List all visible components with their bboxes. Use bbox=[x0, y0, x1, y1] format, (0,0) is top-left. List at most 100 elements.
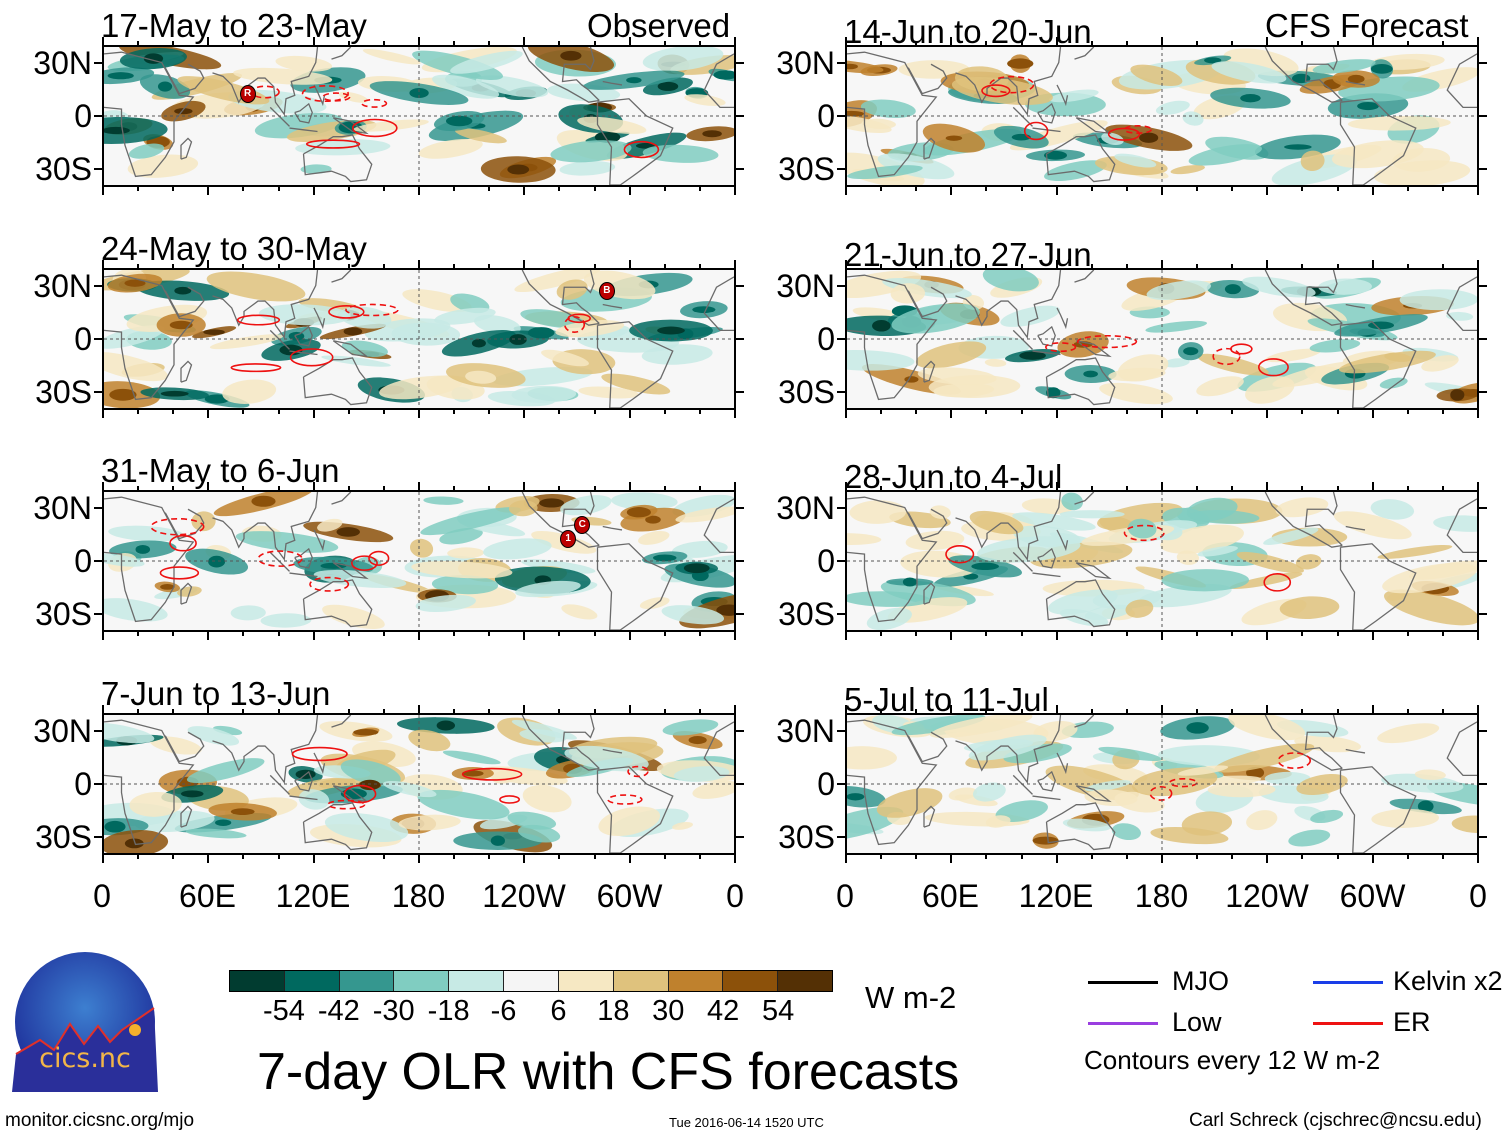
lon-tick bbox=[312, 705, 315, 713]
olr-anomaly-blob bbox=[275, 55, 333, 72]
coastline bbox=[304, 803, 372, 850]
lat-label: 30S bbox=[778, 151, 835, 188]
lat-tick bbox=[94, 613, 102, 616]
olr-anomaly-blob bbox=[1125, 599, 1154, 618]
olr-anomaly-blob bbox=[541, 349, 589, 367]
lon-tick bbox=[880, 632, 883, 636]
olr-anomaly-blob bbox=[507, 811, 557, 830]
coastline bbox=[1013, 775, 1032, 794]
lon-tick bbox=[628, 632, 631, 640]
lon-tick bbox=[137, 486, 140, 490]
lon-tick bbox=[1301, 41, 1304, 45]
lon-tick bbox=[1020, 486, 1023, 490]
olr-anomaly-blob bbox=[473, 314, 521, 335]
olr-anomaly-blob bbox=[561, 604, 598, 620]
lon-tick bbox=[242, 187, 245, 191]
olr-anomaly-blob bbox=[1145, 320, 1208, 333]
olr-anomaly-blob bbox=[383, 780, 437, 798]
panel-title: 5-Jul to 11-Jul bbox=[844, 681, 1049, 718]
lon-tick bbox=[1020, 709, 1023, 713]
lon-tick bbox=[734, 482, 736, 490]
olr-anomaly-blob bbox=[1300, 150, 1325, 172]
lon-tick bbox=[1020, 632, 1023, 636]
coastline bbox=[908, 732, 947, 761]
lat-label: 30N bbox=[33, 489, 92, 526]
lat-tick bbox=[1479, 783, 1487, 785]
olr-anomaly-blob bbox=[890, 283, 926, 304]
lon-tick bbox=[1406, 264, 1409, 268]
olr-anomaly-core bbox=[215, 819, 232, 826]
olr-anomaly-blob bbox=[398, 814, 461, 831]
olr-anomaly-blob bbox=[450, 50, 523, 74]
lat-tick bbox=[837, 506, 845, 509]
lon-tick bbox=[734, 855, 736, 863]
lon-tick bbox=[523, 482, 526, 490]
contour-interval-note: Contours every 12 W m-2 bbox=[1084, 1045, 1381, 1075]
colorbar-swatch bbox=[504, 971, 559, 991]
er-contour bbox=[1025, 123, 1048, 140]
olr-anomaly-blob bbox=[641, 344, 713, 365]
olr-anomaly-blob bbox=[601, 373, 671, 395]
olr-anomaly-blob bbox=[1312, 59, 1376, 74]
coastline bbox=[956, 270, 1061, 337]
coastline bbox=[314, 85, 325, 104]
lon-tick bbox=[382, 486, 385, 490]
lon-tick bbox=[593, 855, 596, 859]
lat-label: 30N bbox=[33, 44, 92, 81]
olr-anomaly-blob bbox=[972, 782, 1006, 802]
lat-tick bbox=[1479, 61, 1487, 64]
olr-anomaly-blob bbox=[1099, 382, 1173, 405]
olr-anomaly-blob bbox=[1207, 782, 1276, 798]
olr-anomaly-core bbox=[1204, 57, 1222, 64]
er-contour bbox=[1125, 126, 1152, 133]
footer-url[interactable]: monitor.cicsnc.org/mjo bbox=[5, 1110, 195, 1131]
olr-anomaly-blob bbox=[434, 307, 496, 325]
coastline bbox=[598, 322, 673, 408]
lon-tick bbox=[347, 855, 350, 859]
lon-tick bbox=[1020, 41, 1023, 45]
lon-tick bbox=[915, 41, 918, 45]
olr-anomaly-blob bbox=[577, 116, 647, 134]
legend-line-mjo bbox=[1088, 981, 1158, 984]
olr-anomaly-blob bbox=[1246, 810, 1278, 831]
colorbar-swatch bbox=[723, 971, 779, 991]
olr-map-panel bbox=[845, 490, 1479, 632]
lat-label: 30S bbox=[35, 819, 92, 856]
coastline bbox=[1346, 750, 1365, 753]
lon-tick bbox=[1125, 855, 1128, 859]
lon-tick bbox=[312, 187, 315, 195]
lon-tick bbox=[1196, 486, 1199, 490]
olr-anomaly-blob bbox=[1155, 100, 1190, 115]
lon-tick bbox=[418, 855, 420, 863]
coastline bbox=[1075, 715, 1094, 727]
olr-anomaly-core bbox=[692, 306, 716, 314]
coastline bbox=[295, 772, 313, 791]
coastline bbox=[1447, 277, 1477, 330]
lon-tick bbox=[1055, 632, 1058, 640]
lon-tick bbox=[1090, 632, 1093, 636]
lon-tick bbox=[1336, 486, 1339, 490]
coastline bbox=[1265, 270, 1342, 325]
lon-tick bbox=[418, 37, 420, 45]
lat-label: 30S bbox=[35, 596, 92, 633]
lat-tick bbox=[837, 560, 845, 562]
coastline bbox=[304, 358, 372, 405]
lon-tick bbox=[453, 41, 456, 45]
olr-anomaly-blob bbox=[866, 607, 912, 630]
olr-anomaly-blob bbox=[560, 495, 612, 516]
lon-tick bbox=[698, 187, 701, 191]
olr-anomaly-core bbox=[124, 279, 146, 287]
olr-anomaly-blob bbox=[520, 309, 586, 329]
olr-anomaly-blob bbox=[876, 788, 943, 818]
lon-tick bbox=[845, 410, 847, 418]
lon-tick bbox=[1336, 410, 1339, 414]
lat-tick bbox=[1479, 338, 1487, 340]
coastline bbox=[1076, 341, 1109, 357]
lon-tick bbox=[242, 632, 245, 636]
olr-map-panel bbox=[845, 268, 1479, 410]
olr-anomaly-blob bbox=[1186, 497, 1238, 522]
olr-anomaly-core bbox=[180, 790, 204, 798]
lat-tick bbox=[1479, 560, 1487, 562]
lon-tick bbox=[1161, 410, 1163, 418]
olr-anomaly-blob bbox=[1384, 589, 1477, 626]
